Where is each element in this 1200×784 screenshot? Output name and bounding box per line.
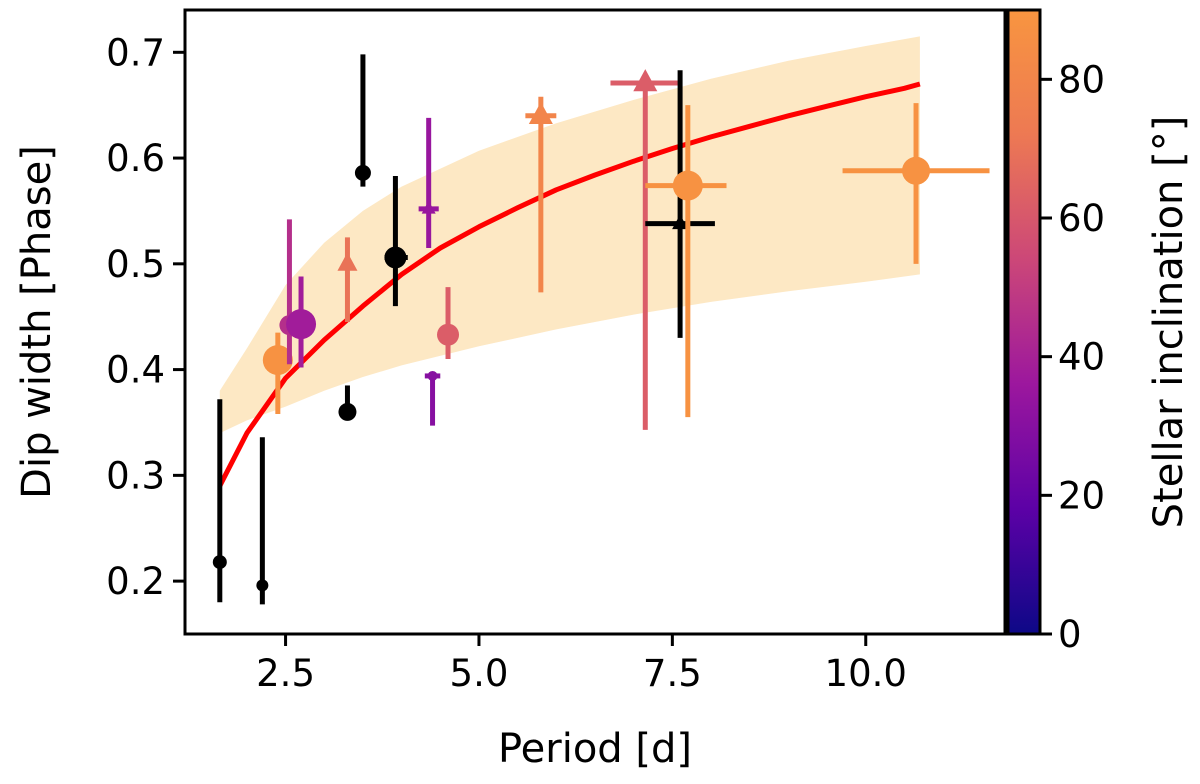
- circle-marker: [427, 370, 438, 381]
- data-point: [384, 176, 408, 307]
- x-axis-label: Period [d]: [498, 726, 692, 772]
- x-tick-label: 2.5: [256, 652, 315, 695]
- y-tick-label: 0.7: [106, 31, 165, 74]
- y-tick-label: 0.5: [106, 243, 165, 286]
- colorbar-ticks: 0 20 40 60 80: [1040, 58, 1105, 656]
- circle-marker: [354, 164, 371, 181]
- x-tick-label: 10.0: [825, 652, 907, 695]
- circle-marker: [212, 555, 227, 570]
- circle-marker: [672, 170, 703, 201]
- data-point: [645, 105, 727, 418]
- colorbar-tick-label: 40: [1058, 336, 1105, 379]
- circle-marker: [902, 156, 931, 185]
- colorbar-tick-label: 60: [1058, 197, 1105, 240]
- triangle-marker: [633, 69, 658, 92]
- data-point: [842, 103, 990, 264]
- y-tick-label: 0.6: [106, 137, 165, 180]
- data-point: [354, 54, 371, 187]
- y-tick-label: 0.3: [106, 454, 165, 497]
- colorbar-tick-label: 0: [1058, 613, 1082, 656]
- data-points-layer: [212, 54, 990, 605]
- y-tick-label: 0.2: [106, 560, 165, 603]
- fit-curve: [217, 81, 921, 488]
- y-axis-ticks: 0.2 0.3 0.4 0.5 0.6 0.7: [106, 31, 185, 603]
- data-point: [424, 370, 441, 426]
- data-point: [256, 437, 269, 605]
- data-point: [418, 117, 439, 248]
- colorbar: [1006, 8, 1042, 636]
- data-point: [338, 385, 357, 421]
- x-axis-ticks: 2.5 5.0 7.5 10.0: [256, 634, 907, 695]
- y-tick-label: 0.4: [106, 349, 165, 392]
- triangle-marker: [421, 200, 436, 214]
- data-point: [437, 287, 460, 360]
- data-point: [525, 96, 557, 293]
- data-point: [645, 70, 715, 338]
- circle-marker: [338, 402, 357, 421]
- triangle-marker: [672, 214, 689, 230]
- colorbar-tick-label: 20: [1058, 474, 1105, 517]
- colorbar-tick-label: 80: [1058, 58, 1105, 101]
- data-point: [262, 332, 293, 415]
- circle-marker: [437, 323, 460, 346]
- x-tick-label: 7.5: [643, 652, 702, 695]
- triangle-marker: [337, 252, 358, 271]
- data-point: [212, 399, 227, 603]
- circle-marker: [256, 579, 269, 592]
- uncertainty-band-layer: [219, 36, 920, 434]
- data-point: [286, 276, 317, 368]
- x-tick-label: 5.0: [450, 652, 509, 695]
- fit-curve-layer: [217, 81, 921, 488]
- circle-marker: [286, 309, 317, 340]
- colorbar-label: Stellar inclination [°]: [1146, 116, 1192, 529]
- circle-marker: [262, 345, 293, 376]
- uncertainty-band: [219, 36, 920, 434]
- circle-marker: [384, 246, 407, 269]
- y-axis-label: Dip width [Phase]: [14, 145, 60, 499]
- triangle-marker: [528, 101, 553, 125]
- plot-frame: [183, 8, 1007, 636]
- data-point: [610, 69, 681, 430]
- data-point: [337, 237, 358, 322]
